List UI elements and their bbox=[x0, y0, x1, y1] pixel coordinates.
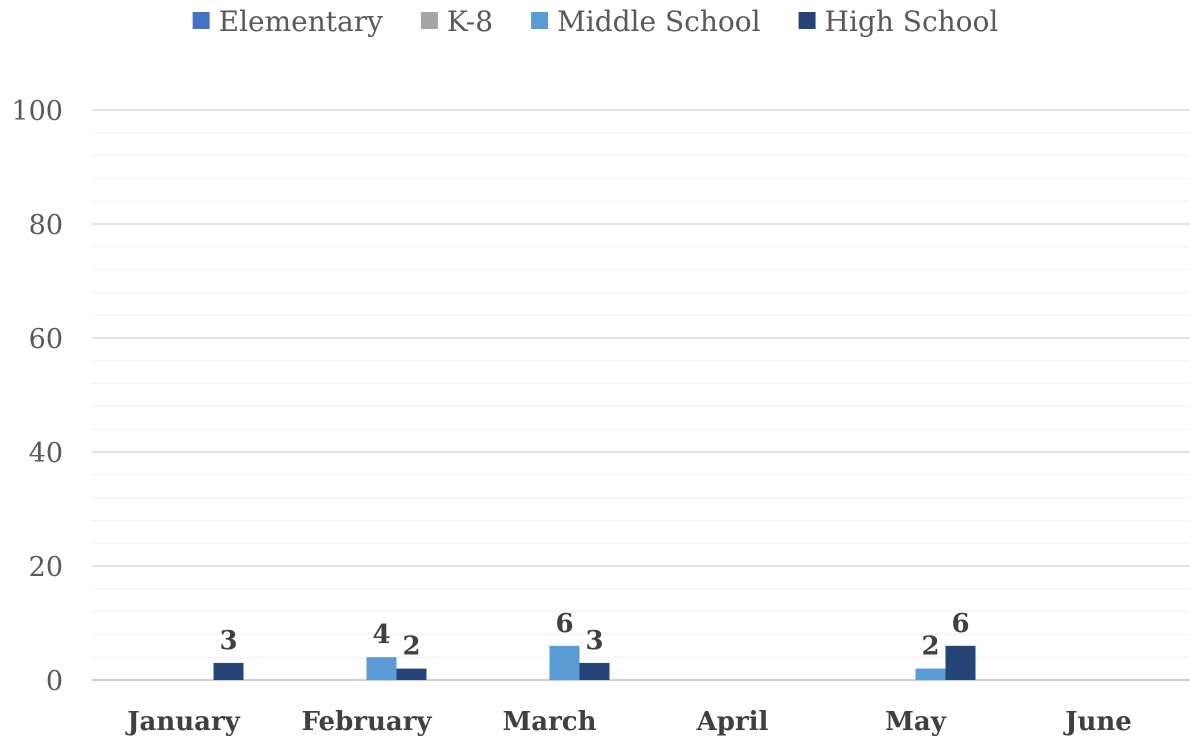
legend-label-k-8: K-8 bbox=[447, 5, 493, 38]
legend-swatch-high-school bbox=[798, 12, 816, 29]
bar-middle-school-march bbox=[549, 645, 580, 680]
bars bbox=[213, 645, 976, 680]
data-labels: 3 4 263 26 bbox=[219, 609, 969, 662]
gridlines bbox=[92, 109, 1190, 681]
x-tick-label: April bbox=[696, 707, 769, 737]
data-label: 4 bbox=[372, 620, 390, 650]
y-axis-ticks: 0 20 40 60 80 100 bbox=[11, 96, 63, 697]
legend: Elementary K-8 Middle School High School bbox=[192, 5, 999, 38]
legend-swatch-middle-school bbox=[531, 12, 549, 29]
legend-label-elementary: Elementary bbox=[219, 5, 383, 38]
x-axis-ticks: January February March April May June bbox=[125, 707, 1132, 737]
bar-high-school-january bbox=[213, 662, 244, 680]
bar-high-school-may bbox=[945, 645, 976, 680]
x-tick-label: March bbox=[502, 707, 596, 737]
y-tick-label: 20 bbox=[29, 552, 63, 583]
x-tick-label: May bbox=[885, 707, 947, 737]
x-tick-label: June bbox=[1063, 707, 1132, 737]
x-tick-label: January bbox=[125, 707, 241, 737]
bar-high-school-march bbox=[579, 662, 610, 680]
legend-label-middle-school: Middle School bbox=[557, 5, 761, 38]
x-tick-label: February bbox=[301, 707, 432, 737]
y-tick-label: 100 bbox=[11, 96, 63, 127]
legend-swatch-k-8 bbox=[420, 12, 438, 29]
y-tick-label: 60 bbox=[29, 324, 63, 355]
y-tick-label: 0 bbox=[46, 666, 63, 697]
y-tick-label: 80 bbox=[29, 210, 63, 241]
y-tick-label: 40 bbox=[29, 438, 63, 469]
bar-high-school-february bbox=[396, 668, 427, 680]
legend-swatch-elementary bbox=[192, 12, 210, 29]
data-label: 2 bbox=[402, 632, 420, 662]
bar-middle-school-february bbox=[366, 657, 397, 680]
data-label: 2 bbox=[921, 632, 939, 662]
data-label: 6 bbox=[951, 609, 969, 639]
data-label: 3 bbox=[219, 626, 237, 656]
bar-middle-school-may bbox=[915, 668, 946, 680]
data-label: 6 bbox=[555, 609, 573, 639]
legend-label-high-school: High School bbox=[825, 5, 999, 38]
data-label: 3 bbox=[585, 626, 603, 656]
